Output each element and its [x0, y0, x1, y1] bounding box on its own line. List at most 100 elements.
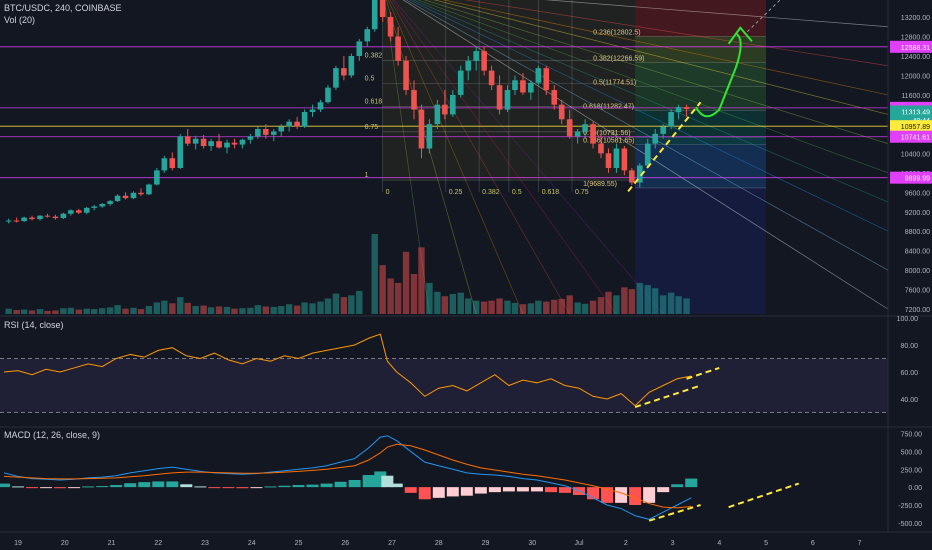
volume-bar-10	[83, 308, 90, 314]
volume-label: Vol (20)	[4, 15, 36, 25]
time-tick-4: 23	[201, 540, 209, 547]
macd-hist-9	[124, 483, 137, 488]
time-tick-7: 26	[341, 540, 349, 547]
macd-pane[interactable]	[0, 435, 800, 522]
candle-63	[496, 85, 503, 110]
fib-right-label-6: 1(9689.55)	[583, 181, 617, 188]
macd-hist-47	[643, 487, 656, 503]
macd-hist-30	[404, 487, 417, 493]
volume-bar-23	[184, 302, 191, 314]
candle-41	[325, 87, 331, 103]
candle-46	[364, 29, 371, 42]
volume-bar-85	[675, 296, 682, 314]
candle-78	[613, 148, 620, 168]
volume-bar-63	[504, 300, 511, 314]
volume-bar-70	[558, 298, 565, 314]
fib-left-label-2: 0.618	[365, 98, 383, 105]
price-tick-13: 8000.00	[905, 268, 930, 275]
candle-65	[512, 80, 518, 91]
fib-left-label-4: 1	[365, 172, 369, 179]
macd-hist-49	[671, 484, 684, 488]
price-tag-5: 10741.61	[901, 135, 930, 142]
candle-17	[138, 192, 144, 195]
volume-bar-42	[332, 293, 340, 314]
volume-bar-26	[207, 307, 215, 314]
fib-time-label-0: 0	[386, 189, 390, 196]
fan-line-6	[412, 0, 889, 203]
volume-bar-65	[519, 304, 527, 314]
macd-hist-11	[152, 481, 165, 488]
macd-hist-7	[96, 486, 109, 488]
candle-75	[590, 124, 596, 144]
volume-bar-60	[480, 301, 488, 314]
candle-61	[481, 51, 487, 71]
trend-dashed	[627, 101, 702, 192]
candle-87	[683, 107, 690, 109]
volume-bar-66	[527, 303, 535, 314]
macd-tick-0: 750.00	[901, 432, 923, 439]
macd-hist-36	[488, 487, 501, 493]
price-tag-bg-5	[890, 130, 932, 143]
candle-83	[652, 133, 659, 144]
volume-bar-13	[106, 307, 114, 314]
candle-39	[309, 109, 316, 112]
candle-11	[91, 206, 98, 208]
volume-bar-58	[465, 298, 472, 314]
volume-bar-1	[13, 310, 20, 314]
candle-64	[504, 90, 511, 110]
fib-band-4	[635, 110, 767, 138]
price-pane[interactable]: 0.382 0.5 0.618 0.75 1 0 0.25 0.382 0.5 0.618 0.75…	[0, 0, 889, 315]
candle-31	[247, 136, 254, 140]
candle-59	[465, 60, 472, 71]
candle-15	[122, 195, 129, 199]
time-tick-0: 19	[14, 540, 22, 547]
candle-25	[200, 138, 207, 147]
candle-70	[551, 90, 558, 105]
volume-bar-71	[566, 295, 573, 314]
candle-14	[114, 195, 121, 202]
macd-hist-45	[615, 487, 628, 503]
volume-bar-73	[581, 303, 589, 314]
price-tag-2: 11313.49	[901, 109, 930, 116]
volume-bar-56	[449, 294, 456, 314]
volume-bar-40	[317, 301, 324, 314]
time-tick-5: 24	[248, 540, 256, 547]
volume-bar-4	[36, 309, 44, 314]
volume-bar-57	[457, 292, 464, 314]
time-tick-6: 25	[295, 540, 303, 547]
candle-27	[216, 141, 222, 148]
macd-tick-5: -500.00	[898, 521, 922, 528]
time-tick-13: 2	[624, 540, 628, 547]
macd-trend-2	[728, 482, 800, 509]
macd-hist-12	[166, 481, 179, 488]
fib-band-1	[635, 36, 767, 63]
macd-hist-14	[194, 486, 207, 488]
macd-hist-13	[180, 484, 193, 488]
macd-hist-32	[432, 487, 445, 498]
price-tick-3: 12000.00	[901, 73, 930, 80]
macd-hist-5	[68, 487, 81, 489]
volume-bar-24	[192, 306, 199, 314]
time-tick-2: 21	[108, 540, 116, 547]
rsi-line	[3, 333, 692, 407]
candle-44	[348, 55, 355, 76]
volume-bar-29	[231, 308, 238, 314]
fib-time-label-1: 0.25	[449, 189, 463, 196]
macd-hist-33	[446, 487, 459, 497]
volume-bar-44	[348, 295, 355, 314]
macd-line	[3, 435, 692, 520]
macd-hist-31	[418, 487, 431, 500]
volume-bar-43	[340, 297, 348, 314]
volume-bar-46	[371, 234, 378, 314]
candle-23	[184, 136, 191, 144]
volume-bar-45	[356, 290, 363, 314]
volume-bar-14	[114, 305, 121, 314]
candle-7	[60, 213, 67, 219]
volume-bar-3	[28, 310, 36, 314]
volume-bar-69	[551, 299, 558, 314]
candle-20	[161, 158, 168, 171]
candle-9	[76, 210, 82, 213]
rsi-pane[interactable]	[0, 333, 888, 413]
candle-60	[473, 51, 479, 61]
volume-bar-30	[239, 308, 246, 314]
